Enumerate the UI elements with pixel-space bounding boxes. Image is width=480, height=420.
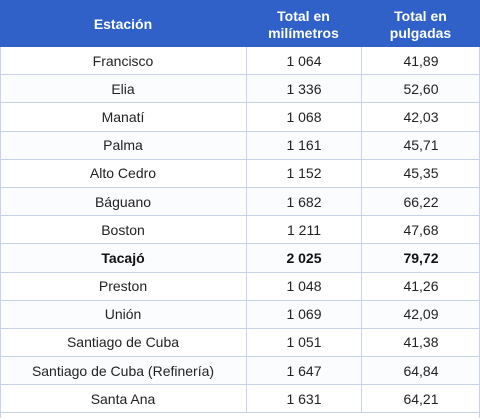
cell-mm: 1 211 <box>246 216 361 244</box>
cell-mm: 1 064 <box>246 47 361 75</box>
header-mm: Total en milímetros <box>246 0 361 47</box>
table-row: Unión 1 069 42,09 <box>0 300 480 329</box>
cell-inches: 66,22 <box>361 187 480 216</box>
cell-inches: 52,60 <box>361 75 480 103</box>
cell-inches: 45,35 <box>361 159 480 187</box>
header-mm-label: Total en milímetros <box>268 7 339 41</box>
cell-mm: 1 647 <box>246 357 361 385</box>
cell-station: Santiago de Cuba <box>66 334 180 351</box>
cell-mm: 1 069 <box>246 300 361 328</box>
cell-inches: 64,21 <box>361 385 480 413</box>
cell-station: Alto Cedro <box>89 165 157 182</box>
cell-station: Santa Ana <box>90 390 156 407</box>
cell-mm: 1 048 <box>246 272 361 300</box>
cell-mm: 1 152 <box>246 159 361 187</box>
table-body: Francisco 1 064 41,89 Elia 1 336 52,60 Manatí 1… <box>0 47 480 414</box>
header-inches: Total en pulgadas <box>361 0 480 47</box>
table-row: Tacajó 2 025 79,72 <box>0 244 480 273</box>
cell-station: Boston <box>101 221 145 238</box>
table-row: Santiago de Cuba 1 051 41,38 <box>0 328 480 358</box>
cell-mm: 1 682 <box>246 187 361 216</box>
table-row: Elia 1 336 52,60 <box>0 75 480 104</box>
cell-mm: 1 161 <box>246 131 361 159</box>
cell-mm: 1 336 <box>246 75 361 103</box>
cell-inches: 45,71 <box>361 131 480 159</box>
cell-station: Preston <box>98 278 148 295</box>
header-station: Estación <box>0 0 246 47</box>
table-row: Báguano 1 682 66,22 <box>0 187 480 217</box>
cell-inches: 41,26 <box>361 272 480 300</box>
cell-inches: 64,84 <box>361 357 480 385</box>
cell-inches: 47,68 <box>361 216 480 244</box>
table-row: Manatí 1 068 42,03 <box>0 103 480 132</box>
cell-inches: 41,38 <box>361 328 480 357</box>
cell-station: Báguano <box>94 193 152 210</box>
cell-station: Santiago de Cuba (Refinería) <box>31 362 215 379</box>
table-row: Santa Ana 1 631 64,21 <box>0 385 480 414</box>
cell-mm: 1 068 <box>246 103 361 131</box>
cell-mm: 1 631 <box>246 385 361 413</box>
cell-station: Francisco <box>92 52 154 69</box>
table-row: Alto Cedro 1 152 45,35 <box>0 159 480 188</box>
cell-station: Manatí <box>101 108 145 125</box>
cell-station: Tacajó <box>101 249 145 266</box>
header-inches-label: Total en pulgadas <box>389 7 452 41</box>
table-row: Palma 1 161 45,71 <box>0 131 480 160</box>
cell-inches: 42,09 <box>361 300 480 328</box>
table-row: Preston 1 048 41,26 <box>0 272 480 301</box>
table-row: Boston 1 211 47,68 <box>0 216 480 245</box>
table-row: Santiago de Cuba (Refinería) 1 647 64,84 <box>0 357 480 386</box>
table-header: Estación Total en milímetros Total en pulg… <box>0 0 480 47</box>
cell-mm: 1 051 <box>246 328 361 357</box>
cell-station: Palma <box>103 137 143 154</box>
cell-inches: 79,72 <box>361 244 480 272</box>
header-station-label: Estación <box>93 16 153 32</box>
cell-station: Elia <box>111 80 135 97</box>
cell-inches: 42,03 <box>361 103 480 131</box>
table-row: Francisco 1 064 41,89 <box>0 47 480 76</box>
cell-station: Unión <box>104 306 142 323</box>
cell-inches: 41,89 <box>361 47 480 75</box>
cell-mm: 2 025 <box>246 244 361 272</box>
